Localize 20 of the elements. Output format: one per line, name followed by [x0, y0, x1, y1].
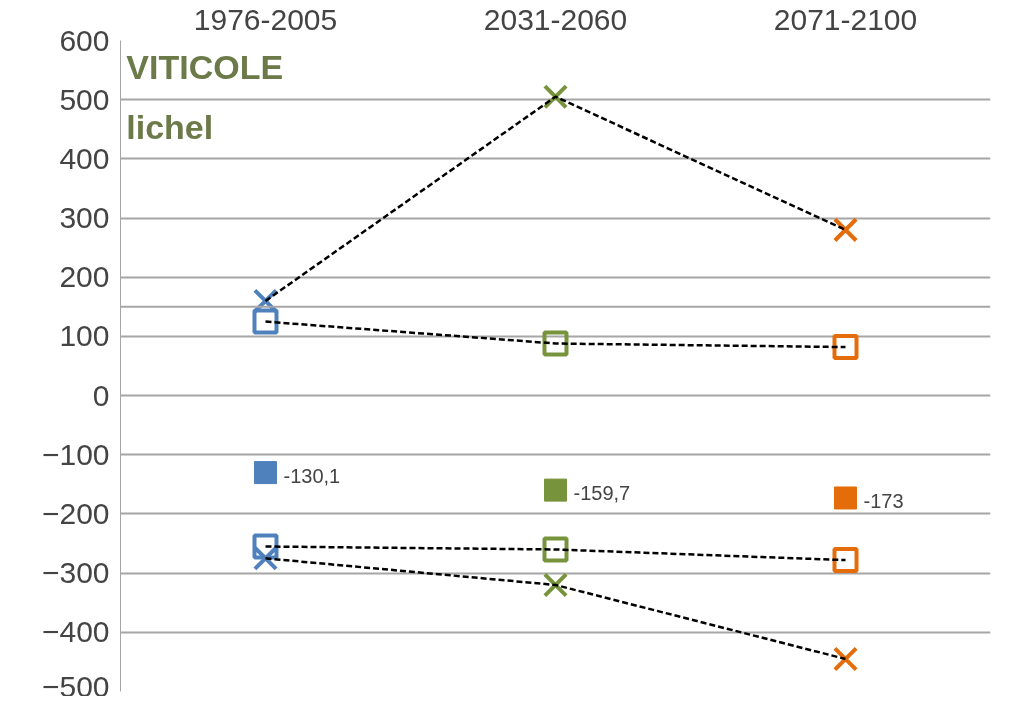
- y-tick-label: 400: [59, 141, 110, 175]
- y-tick-label: 500: [59, 82, 110, 116]
- y-tick-label: 300: [59, 201, 110, 235]
- data-label: -159,7: [573, 482, 631, 505]
- y-tick-label: −300: [41, 556, 110, 590]
- y-tick-label: −100: [41, 437, 110, 471]
- annotation: VITICOLE: [126, 47, 284, 86]
- y-tick-label: −200: [41, 496, 110, 530]
- annotation: lichel: [126, 107, 214, 146]
- x-tick-label: 1976-2005: [193, 2, 338, 36]
- data-label: -130,1: [283, 464, 341, 487]
- x-tick-label: 2031-2060: [483, 2, 628, 36]
- y-tick-label: −400: [41, 615, 110, 649]
- y-tick-label: 0: [92, 378, 110, 412]
- y-tick-label: 100: [59, 319, 110, 353]
- y-tick-label: 600: [59, 23, 110, 57]
- y-tick-label: −500: [41, 669, 110, 701]
- x-tick-label: 2071-2100: [773, 2, 918, 36]
- y-tick-label: 200: [59, 260, 110, 294]
- data-label: -173: [863, 489, 904, 512]
